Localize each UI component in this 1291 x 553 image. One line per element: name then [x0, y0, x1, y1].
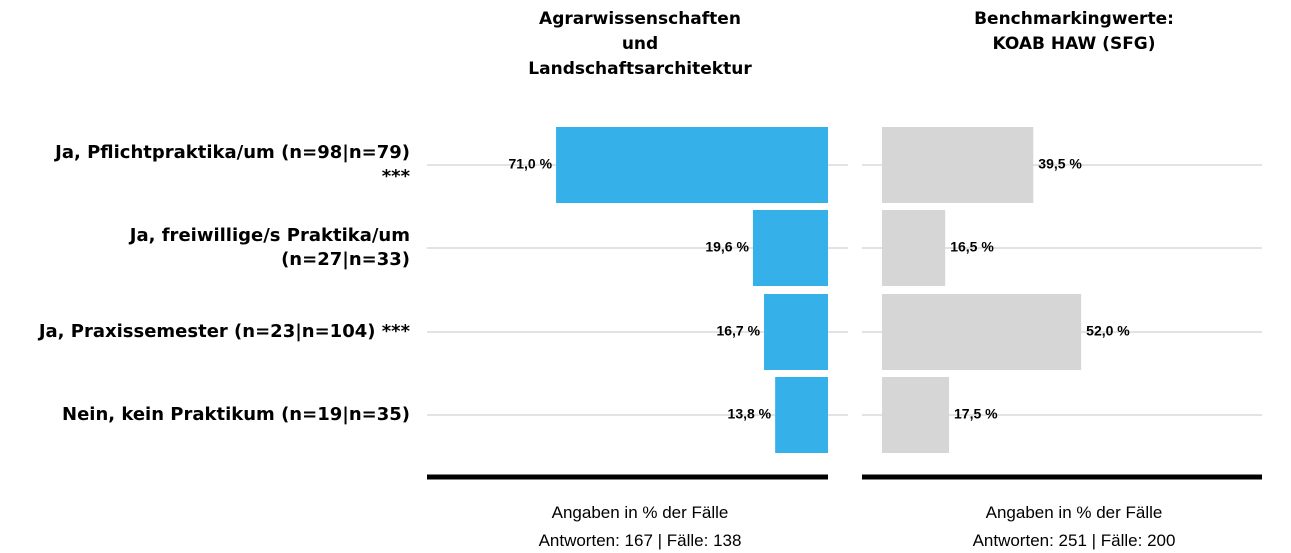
value-label: 39,5 % — [1038, 156, 1082, 172]
value-label: 17,5 % — [954, 406, 998, 422]
bar — [882, 294, 1082, 370]
bar — [882, 377, 950, 453]
value-label: 19,6 % — [705, 239, 749, 255]
value-label: 52,0 % — [1086, 323, 1130, 339]
value-label: 13,8 % — [728, 406, 772, 422]
bar — [752, 210, 828, 286]
panel-footer: Angaben in % der Fälle Antworten: 167 | … — [538, 503, 742, 550]
value-label: 16,5 % — [950, 239, 994, 255]
value-label: 71,0 % — [508, 156, 552, 172]
series-title: Benchmarkingwerte: KOAB HAW (SFG) — [974, 9, 1174, 54]
category-label: Ja, Pflichtpraktika/um (n=98|n=79) *** — [55, 142, 410, 187]
category-label: Nein, kein Praktikum (n=19|n=35) — [62, 404, 410, 425]
bar — [764, 294, 828, 370]
bar — [775, 377, 828, 453]
category-label: Ja, Praxissemester (n=23|n=104) *** — [38, 321, 410, 342]
bar — [882, 127, 1034, 203]
panel-footer: Angaben in % der Fälle Antworten: 251 | … — [972, 503, 1176, 550]
series-title: Agrarwissenschaften und Landschaftsarchi… — [528, 9, 752, 79]
bar — [556, 127, 828, 203]
category-label: Ja, freiwillige/s Praktika/um (n=27|n=33… — [129, 225, 410, 270]
bar — [882, 210, 946, 286]
value-label: 16,7 % — [716, 323, 760, 339]
